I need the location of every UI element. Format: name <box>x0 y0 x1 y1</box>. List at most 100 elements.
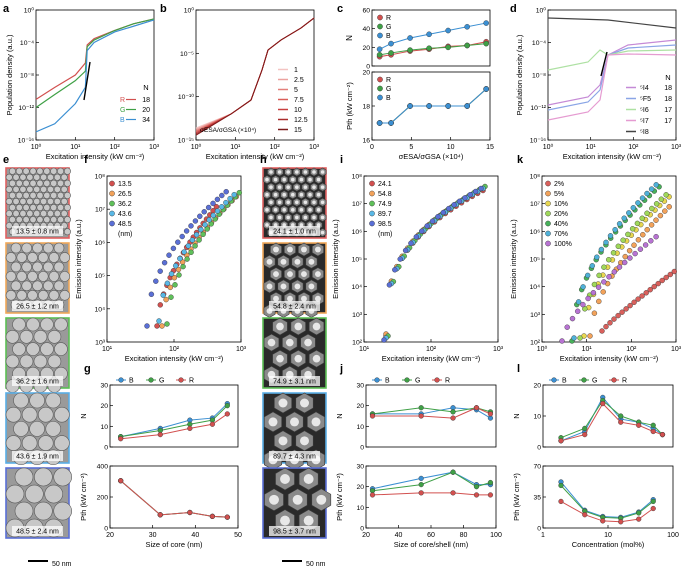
nanoparticle-core <box>300 436 309 446</box>
micrograph-e-1: 13.5 ± 0.8 nm <box>5 167 71 239</box>
nanoparticle <box>50 191 58 199</box>
y-tick-label: 30 <box>100 383 108 390</box>
data-point-R <box>636 422 642 428</box>
data-point-2% <box>667 271 673 278</box>
micrograph-h-3: 74.9 ± 3.1 nm <box>262 317 327 389</box>
nanoparticle <box>26 210 34 218</box>
micrograph-e-4: 43.6 ± 1.9 nm <box>5 392 70 466</box>
legend-n: 18 <box>664 85 672 92</box>
y-tick-label: 20 <box>362 45 370 52</box>
y-tick-label: 400 <box>97 464 109 471</box>
legend-label-10: 10 <box>294 107 302 114</box>
panel-j-bottom-ylabel: Pth (kW cm⁻²) <box>335 473 344 521</box>
nanoparticle-core <box>299 177 304 182</box>
data-point-100% <box>569 315 576 322</box>
data-point-5% <box>587 333 593 339</box>
nanoparticle-core <box>265 208 269 212</box>
nanoparticle <box>53 467 73 487</box>
nanoparticle <box>59 271 71 282</box>
nanoparticle <box>29 167 37 175</box>
data-point-26.5 <box>175 266 182 273</box>
data-point-48.5 <box>201 209 207 215</box>
nanoparticle-core <box>273 271 279 278</box>
data-point-G <box>582 425 588 432</box>
panel-g-bottom-ylabel: Pth (kW cm⁻²) <box>79 473 88 521</box>
data-point-43.6 <box>227 195 233 202</box>
data-point-R <box>487 492 494 498</box>
data-point-2% <box>615 312 621 319</box>
data-point-20% <box>596 272 602 279</box>
data-point-43.6 <box>231 191 237 198</box>
data-point-2% <box>623 306 629 312</box>
legend-marker <box>377 32 383 39</box>
series-line-G <box>560 399 663 439</box>
data-point-43.6 <box>177 255 183 262</box>
data-point-98.5 <box>435 213 441 220</box>
data-point-36.2 <box>196 237 202 243</box>
data-point-13.5 <box>154 323 160 329</box>
data-point-100% <box>595 284 602 290</box>
legend-label-R: R <box>386 15 391 22</box>
data-point-20% <box>663 192 669 198</box>
data-point-R <box>157 432 163 438</box>
data-point-R <box>118 436 124 442</box>
nanoparticle <box>32 242 43 254</box>
data-point-100% <box>580 301 586 308</box>
nanoparticle-core <box>312 170 316 174</box>
caption-bg <box>12 376 63 386</box>
caption-bg <box>269 376 320 386</box>
nanoparticle <box>60 185 68 193</box>
nanoparticle-core <box>294 354 303 363</box>
scale-bar-label: 50 nm <box>52 561 72 568</box>
nanoparticle <box>36 191 44 199</box>
nanoparticle-core <box>278 436 288 446</box>
nanoparticle <box>5 484 25 504</box>
panel-l-bottom-axes <box>542 465 674 529</box>
y-tick-label: 10⁸ <box>530 174 541 181</box>
data-point-43.6 <box>210 212 217 219</box>
nanoparticle <box>44 484 64 504</box>
panel-letter-e: e <box>3 154 9 166</box>
data-point-R <box>487 411 494 417</box>
data-point-20% <box>606 257 612 263</box>
nanoparticle-core <box>301 271 307 278</box>
legend-label-20%: 20% <box>554 211 568 218</box>
scale-bar-label: 50 nm <box>306 561 326 568</box>
nanoparticle-core <box>295 200 299 205</box>
nanoparticle <box>53 197 61 205</box>
nanoparticle <box>12 342 26 356</box>
panel-c-top-ylabel: N <box>345 35 354 41</box>
nanoparticle <box>22 204 30 212</box>
x-tick-label: 20 <box>362 532 370 539</box>
nanoparticle <box>60 173 68 181</box>
data-point-100% <box>632 250 638 257</box>
legend-label-G: G <box>386 86 391 93</box>
nanoparticle <box>47 329 62 344</box>
panel-a-axes <box>35 9 155 141</box>
legend-marker <box>369 200 375 207</box>
data-point-G <box>636 510 642 516</box>
data-point-48.5 <box>210 200 216 207</box>
data-point-G <box>473 484 480 490</box>
nanoparticle-core <box>303 170 308 174</box>
y-tick-label: 10 <box>356 505 364 512</box>
data-point-26.5 <box>171 275 178 281</box>
nanoparticle <box>63 191 71 199</box>
series-line-B <box>120 480 228 518</box>
y-tick-label: 10⁴ <box>530 284 541 291</box>
nanoparticle-core <box>303 515 314 526</box>
data-point-70% <box>616 221 623 227</box>
data-point-2% <box>647 287 653 293</box>
legend-marker <box>109 190 115 197</box>
legend-title: N <box>143 83 148 92</box>
nanoparticle-core <box>266 283 273 290</box>
x-tick-label: 10² <box>110 144 121 151</box>
data-point-98.5 <box>381 337 387 343</box>
nanoparticle-core <box>280 474 290 484</box>
legend-label-B: B <box>562 378 567 385</box>
nanoparticle <box>26 197 34 205</box>
nanoparticle <box>53 280 65 292</box>
legend-name-B: B <box>120 117 125 124</box>
nanoparticle <box>15 216 23 224</box>
